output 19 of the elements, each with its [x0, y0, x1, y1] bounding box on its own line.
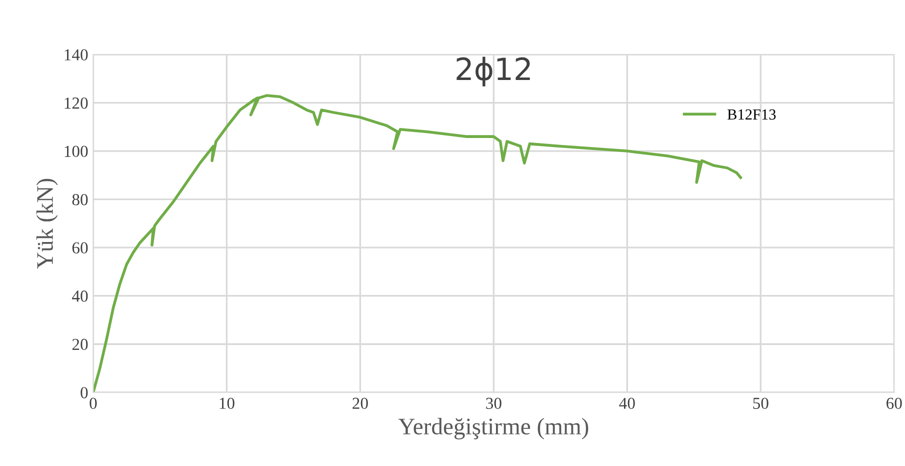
y-tick-label: 20 — [72, 338, 88, 350]
x-tick-label: 10 — [220, 398, 234, 409]
x-tick-label: 30 — [486, 398, 502, 409]
x-tick-label: 60 — [886, 398, 902, 409]
x-tick-label: 0 — [90, 398, 97, 409]
y-tick-label: 120 — [64, 97, 88, 109]
y-tick-label: 60 — [72, 242, 88, 254]
y-tick-label: 0 — [80, 387, 88, 398]
y-tick-label: 100 — [64, 146, 88, 157]
x-tick-label: 20 — [352, 398, 368, 409]
y-tick-label: 140 — [64, 49, 88, 60]
legend-label: B12F13 — [727, 109, 776, 120]
y-tick-label: 40 — [72, 290, 88, 302]
x-axis-title: Yerdeğiştirme (mm) — [398, 418, 588, 440]
y-axis-title: Yük (kN) — [36, 178, 58, 269]
y-tick-label: 80 — [72, 194, 88, 206]
chart-title: 2ϕ12 — [456, 56, 530, 86]
x-tick-label: 50 — [753, 398, 768, 409]
x-tick-label: 40 — [619, 398, 635, 409]
